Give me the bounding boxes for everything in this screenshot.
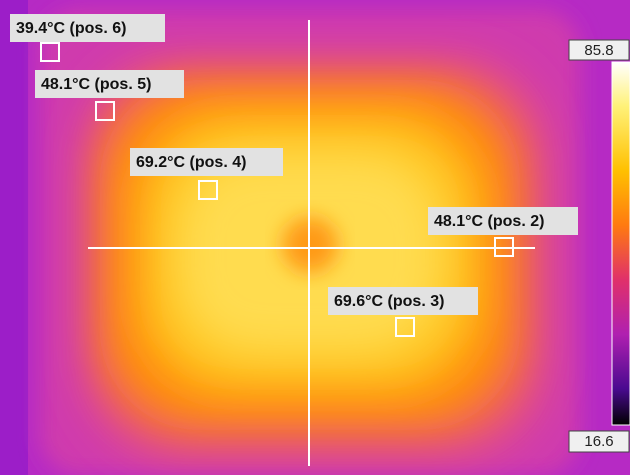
thermal-image: 85.8 16.6 39.4°C (pos. 6) 48.1°C (pos. 5)…: [0, 0, 630, 475]
marker-label: 39.4°C (pos. 6): [16, 20, 126, 37]
marker-label: 69.2°C (pos. 4): [136, 154, 246, 171]
scale-max: 85.8: [584, 42, 613, 59]
marker-label: 69.6°C (pos. 3): [334, 293, 444, 310]
scale-min: 16.6: [584, 433, 613, 450]
marker-label: 48.1°C (pos. 2): [434, 213, 544, 230]
marker-label: 48.1°C (pos. 5): [41, 76, 151, 93]
